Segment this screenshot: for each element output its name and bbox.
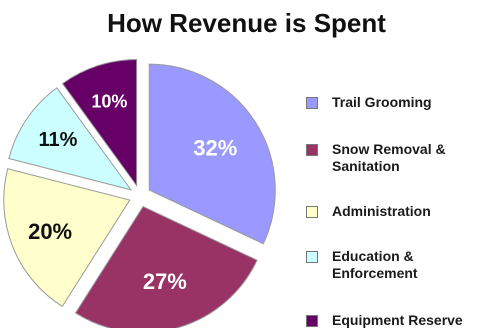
legend-label-snow-removal: Snow Removal & Sanitation [332,141,446,174]
slice-label-education: 11% [38,129,77,151]
legend-swatch-trail-grooming [306,97,318,109]
pie-slice-snow-removal [74,205,258,328]
legend-label-administration: Administration [332,203,431,219]
legend-item-administration: Administration [306,203,493,220]
legend-label-education: Education & Enforcement [332,248,418,281]
legend-item-trail-grooming: Trail Grooming [306,94,493,111]
legend-swatch-equipment-reserve [306,315,318,327]
legend-item-equipment-reserve: Equipment Reserve [306,312,493,329]
pie-slice-administration [3,168,131,308]
legend-label-trail-grooming: Trail Grooming [332,94,432,110]
legend: Trail Grooming Snow Removal & Sanitation A… [306,94,493,329]
legend-swatch-education [306,251,318,263]
chart-title: How Revenue is Spent [107,8,386,38]
legend-item-snow-removal: Snow Removal & Sanitation [306,141,493,175]
pie-slice-trail-grooming [148,63,276,245]
legend-swatch-administration [306,206,318,218]
slice-label-equipment-reserve: 10% [91,92,127,112]
slice-label-administration: 20% [28,219,72,244]
pie-slice-education [8,87,133,191]
slice-label-trail-grooming: 32% [193,136,237,161]
slice-label-snow-removal: 27% [143,269,187,294]
legend-label-equipment-reserve: Equipment Reserve [332,312,463,328]
pie-slice-equipment-reserve [61,59,138,188]
legend-item-education: Education & Enforcement [306,248,493,282]
legend-swatch-snow-removal [306,144,318,156]
